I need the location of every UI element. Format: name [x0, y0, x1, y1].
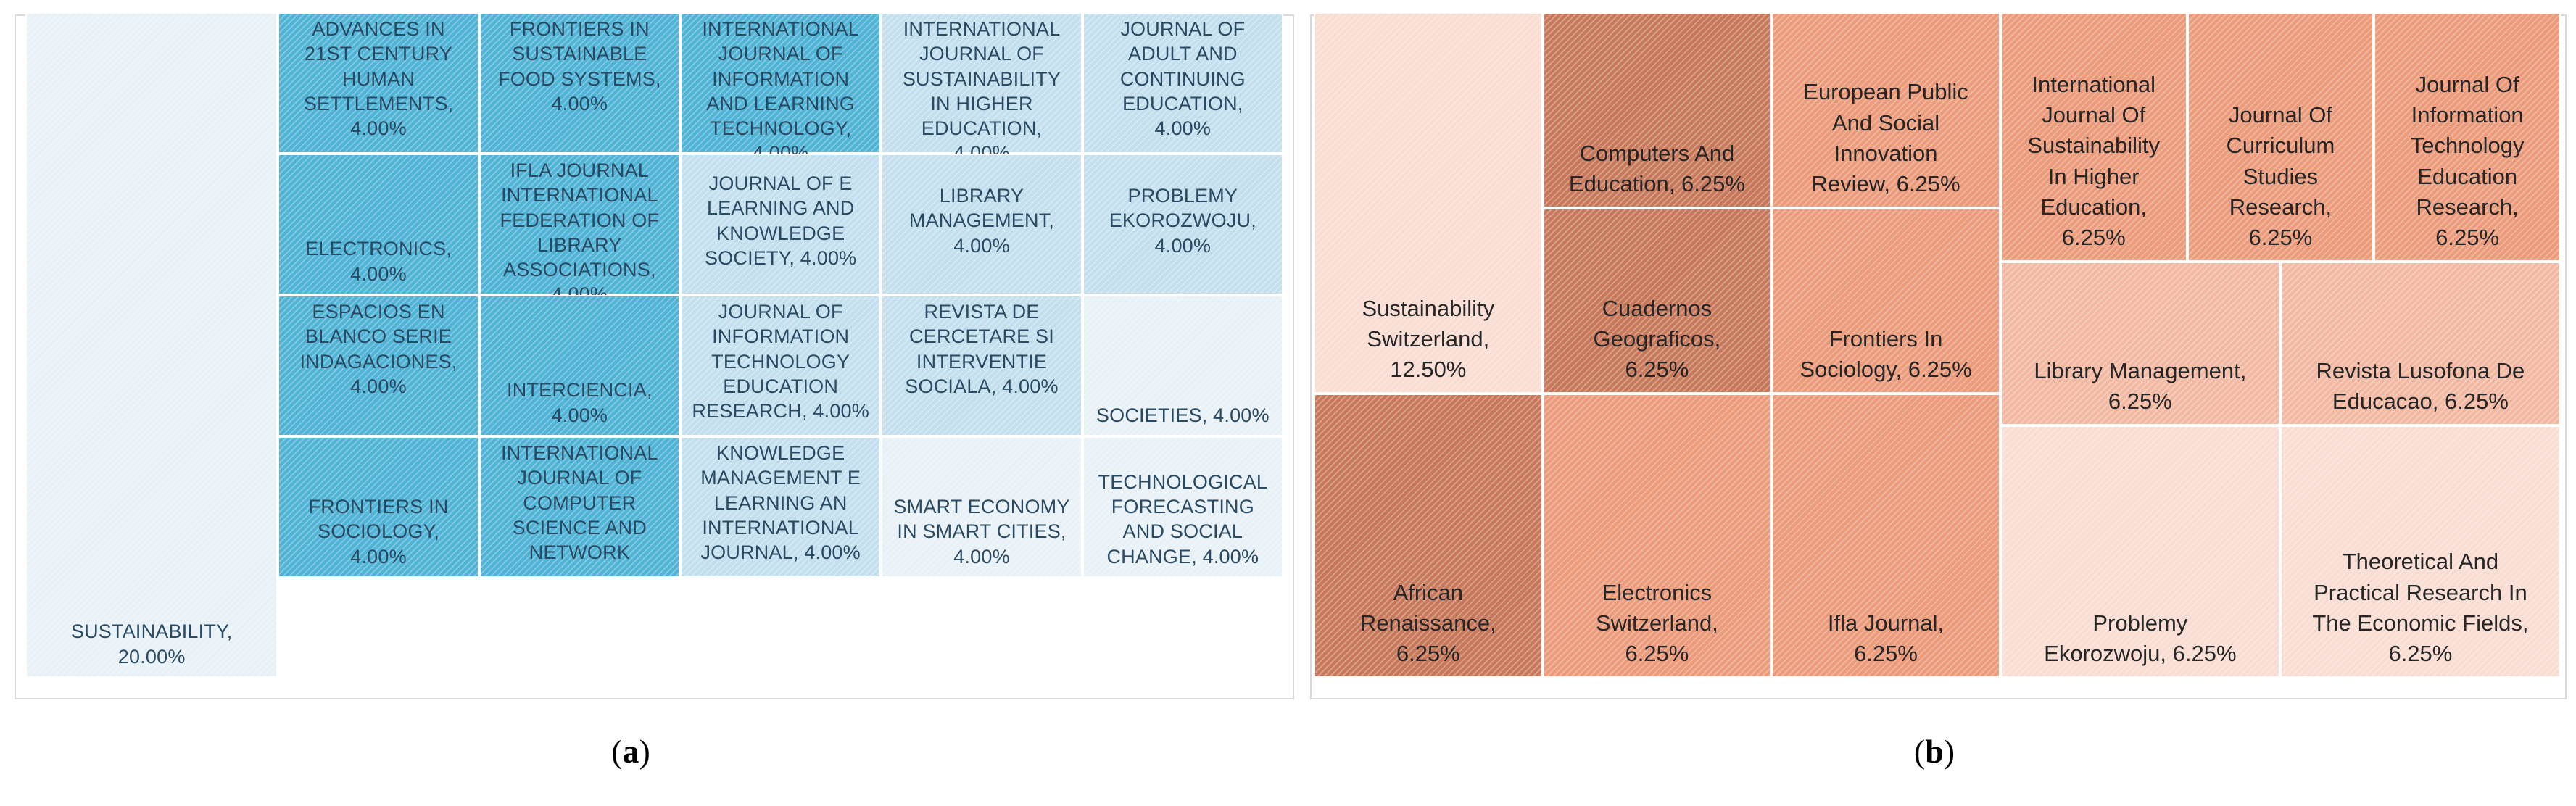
treemap-a-tile-label: JOURNAL OF E LEARNING AND KNOWLEDGE SOCI… [704, 172, 857, 269]
treemap-b-tile: European Public And Social Innovation Re… [1771, 12, 2000, 208]
treemap-a-tile-label: KNOWLEDGE MANAGEMENT E LEARNING AN INTER… [700, 442, 861, 564]
treemap-a-tile-label: IFLA JOURNAL INTERNATIONAL FEDERATION OF… [500, 159, 660, 305]
treemap-b-tile-label: Journal Of Information Technology Educat… [2410, 72, 2525, 250]
treemap-a-tile: INTERNATIONAL JOURNAL OF INFORMATION AND… [680, 12, 882, 164]
treemap-a-tile-label: TECHNOLOGICAL FORECASTING AND SOCIAL CHA… [1098, 470, 1268, 568]
treemap-a: SUSTAINABILITY, 20.00% ADVANCES IN 21ST C… [25, 12, 1283, 678]
treemap-a-tile: ESPACIOS EN BLANCO SERIE INDAGACIONES, 4… [278, 295, 479, 436]
caption-b: (b) [1913, 733, 1955, 770]
treemap-a-tile: KNOWLEDGE MANAGEMENT E LEARNING AN INTER… [680, 436, 882, 578]
treemap-a-tile: ELECTRONICS, 4.00% [278, 154, 479, 295]
treemap-b-tile: Journal Of Curriculum Studies Research, … [2187, 12, 2374, 262]
treemap-a-tile-label: INTERNATIONAL JOURNAL OF INFORMATION AND… [702, 18, 859, 164]
treemap-b-tile: Sustainability Switzerland, 12.50% [1314, 12, 1543, 394]
treemap-a-tile-label: REVISTA DE CERCETARE SI INTERVENTIE SOCI… [905, 301, 1059, 397]
treemap-a-tile: INTERCIENCIA, 4.00% [479, 295, 680, 436]
treemap-b-tile-label: Frontiers In Sociology, 6.25% [1800, 325, 1972, 382]
caption-a: (a) [611, 733, 650, 770]
treemap-a-tile: PROBLEMY EKOROZWOJU, 4.00% [1082, 154, 1283, 295]
treemap-a-tile-label: FRONTIERS IN SUSTAINABLE FOOD SYSTEMS, 4… [498, 18, 661, 115]
treemap-b-tile: Theoretical And Practical Research In Th… [2279, 425, 2561, 678]
treemap-a-tile: JOURNAL OF ADULT AND CONTINUING EDUCATIO… [1082, 12, 1283, 154]
treemap-a-tile: JOURNAL OF E LEARNING AND KNOWLEDGE SOCI… [680, 154, 882, 295]
treemap-a-tile: REVISTA DE CERCETARE SI INTERVENTIE SOCI… [881, 295, 1082, 436]
treemap-a-tile-label: JOURNAL OF ADULT AND CONTINUING EDUCATIO… [1119, 18, 1246, 140]
treemap-a-tile: INTERNATIONAL JOURNAL OF COMPUTER SCIENC… [479, 436, 680, 578]
treemap-b-tile-label: Journal Of Curriculum Studies Research, … [2226, 102, 2335, 250]
treemap-b-tile-label: Theoretical And Practical Research In Th… [2312, 549, 2529, 666]
treemap-b-tile-label: Ifla Journal, 6.25% [1827, 610, 1945, 666]
treemap-a-tile-label: INTERCIENCIA, 4.00% [507, 379, 653, 426]
treemap-b-tile: Ifla Journal, 6.25% [1771, 394, 2000, 678]
treemap-b-tile: Problemy Ekorozwoju, 6.25% [2000, 425, 2280, 678]
treemap-a-tile-label: SOCIETIES, 4.00% [1096, 404, 1270, 426]
treemap-b-tile: Library Management, 6.25% [2000, 262, 2280, 425]
treemap-a-tile: INTERNATIONAL JOURNAL OF SUSTAINABILITY … [881, 12, 1082, 164]
treemap-a-tile-label: FRONTIERS IN SOCIOLOGY, 4.00% [308, 496, 449, 568]
treemap-b-tile: Frontiers In Sociology, 6.25% [1771, 208, 2000, 394]
treemap-b: Sustainability Switzerland, 12.50% Africa… [1314, 12, 2561, 678]
treemap-b-tile: Cuadernos Geograficos, 6.25% [1542, 208, 1772, 394]
treemap-a-tile: SOCIETIES, 4.00% [1082, 295, 1283, 436]
treemap-b-tile-label: Revista Lusofona De Educacao, 6.25% [2316, 357, 2525, 414]
treemap-a-tile-label: SUSTAINABILITY, 20.00% [70, 620, 233, 668]
caption-a-letter: a [622, 733, 639, 770]
treemap-a-tile-label: ELECTRONICS, 4.00% [305, 238, 452, 285]
treemap-a-tile: LIBRARY MANAGEMENT, 4.00% [881, 154, 1082, 295]
treemap-a-tile-label: SMART ECONOMY IN SMART CITIES, 4.00% [893, 496, 1070, 568]
treemap-b-tile: Revista Lusofona De Educacao, 6.25% [2279, 262, 2561, 425]
treemap-a-tile-label: LIBRARY MANAGEMENT, 4.00% [908, 185, 1055, 257]
caption-b-letter: b [1925, 733, 1944, 770]
treemap-b-tile: International Journal Of Sustainability … [2000, 12, 2187, 262]
treemap-a-tile: IFLA JOURNAL INTERNATIONAL FEDERATION OF… [479, 154, 680, 305]
treemap-b-tile-label: Sustainability Switzerland, 12.50% [1362, 295, 1495, 382]
treemap-a-tile: TECHNOLOGICAL FORECASTING AND SOCIAL CHA… [1082, 436, 1283, 578]
treemap-b-tile-label: Computers And Education, 6.25% [1568, 140, 1745, 196]
treemap-a-tile-label: PROBLEMY EKOROZWOJU, 4.00% [1109, 185, 1256, 257]
treemap-a-tile: FRONTIERS IN SUSTAINABLE FOOD SYSTEMS, 4… [479, 12, 680, 154]
treemap-a-tile-label: ESPACIOS EN BLANCO SERIE INDAGACIONES, 4… [299, 301, 457, 397]
treemap-b-tile-label: Problemy Ekorozwoju, 6.25% [2044, 610, 2237, 666]
treemap-a-tile: SMART ECONOMY IN SMART CITIES, 4.00% [881, 436, 1082, 578]
treemap-b-tile-label: International Journal Of Sustainability … [2027, 72, 2161, 250]
treemap-b-tile: Electronics Switzerland, 6.25% [1542, 394, 1772, 678]
treemap-b-tile: Journal Of Information Technology Educat… [2374, 12, 2561, 262]
treemap-a-tile: SUSTAINABILITY, 20.00% [25, 12, 278, 678]
treemap-b-tile-label: Cuadernos Geograficos, 6.25% [1593, 295, 1721, 382]
treemap-a-tile-label: JOURNAL OF INFORMATION TECHNOLOGY EDUCAT… [692, 301, 869, 423]
treemap-a-tile-label: INTERNATIONAL JOURNAL OF SUSTAINABILITY … [902, 18, 1061, 164]
treemap-b-tile-label: African Renaissance, 6.25% [1359, 579, 1496, 666]
treemap-b-tile: Computers And Education, 6.25% [1542, 12, 1772, 208]
treemap-a-tile: JOURNAL OF INFORMATION TECHNOLOGY EDUCAT… [680, 295, 882, 436]
treemap-a-tile-label: INTERNATIONAL JOURNAL OF COMPUTER SCIENC… [501, 442, 658, 564]
treemap-a-tile-label: ADVANCES IN 21ST CENTURY HUMAN SETTLEMEN… [303, 18, 454, 140]
treemap-a-tile: FRONTIERS IN SOCIOLOGY, 4.00% [278, 436, 479, 578]
treemap-b-tile-label: Library Management, 6.25% [2034, 357, 2247, 414]
treemap-b-tile: African Renaissance, 6.25% [1314, 394, 1543, 678]
treemap-b-tile-label: Electronics Switzerland, 6.25% [1595, 579, 1718, 666]
treemap-a-tile: ADVANCES IN 21ST CENTURY HUMAN SETTLEMEN… [278, 12, 479, 154]
treemap-b-tile-label: European Public And Social Innovation Re… [1803, 79, 1968, 196]
